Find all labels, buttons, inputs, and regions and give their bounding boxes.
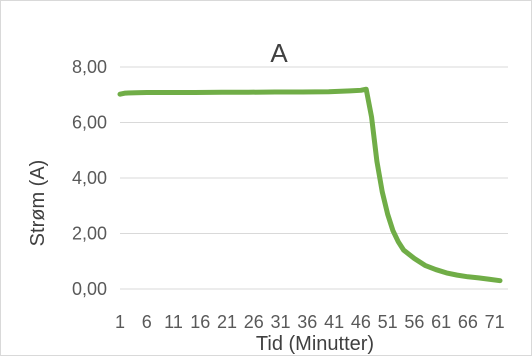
x-tick-label: 11 — [164, 312, 183, 332]
x-tick-label: 21 — [217, 312, 237, 332]
x-tick-label: 66 — [458, 312, 478, 332]
x-tick-label: 6 — [142, 312, 152, 332]
y-tick-labels: 0,00 2,00 4,00 6,00 8,00 — [72, 57, 107, 299]
y-tick-label: 4,00 — [72, 168, 107, 188]
chart-title: A — [270, 38, 288, 68]
x-tick-label: 31 — [271, 312, 291, 332]
x-tick-label: 51 — [378, 312, 398, 332]
x-tick-label: 56 — [404, 312, 424, 332]
x-tick-label: 26 — [244, 312, 264, 332]
x-tick-label: 41 — [324, 312, 344, 332]
x-tick-label: 71 — [485, 312, 505, 332]
x-tick-label: 61 — [431, 312, 451, 332]
y-tick-label: 0,00 — [72, 279, 107, 299]
x-tick-label: 1 — [115, 312, 125, 332]
y-tick-label: 6,00 — [72, 113, 107, 133]
x-axis-title: Tid (Minutter) — [256, 333, 374, 355]
x-tick-label: 16 — [190, 312, 210, 332]
x-tick-labels: 1 6 11 16 21 26 31 36 41 46 51 56 61 66 71 — [115, 312, 505, 332]
gridlines — [120, 66, 508, 290]
series-group — [117, 86, 503, 284]
y-tick-label: 8,00 — [72, 57, 107, 77]
x-tick-label: 46 — [351, 312, 371, 332]
x-tick-label: 36 — [297, 312, 317, 332]
series-line — [117, 86, 503, 284]
y-tick-label: 2,00 — [72, 224, 107, 244]
y-axis-title: Strøm (A) — [27, 160, 49, 247]
